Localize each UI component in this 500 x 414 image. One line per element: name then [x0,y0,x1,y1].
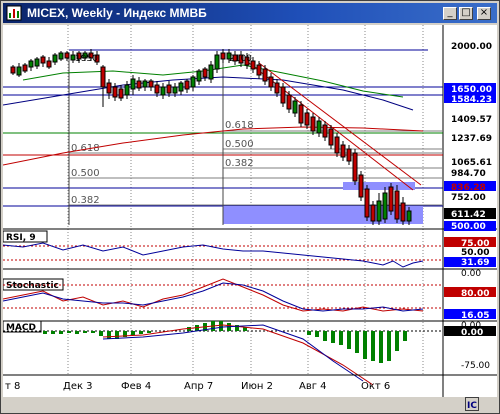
price-label: 1065.61 [451,158,492,168]
macd-panel[interactable]: MACD [3,320,497,386]
time-label: Июн 2 [241,381,273,392]
rsi-label: 0.00 [461,269,481,279]
time-label: т 8 [5,381,20,392]
macd-label: -75.00 [461,361,490,371]
fib-label: 0.618 [225,120,254,131]
time-label: Дек 3 [63,381,93,392]
stochastic-title: Stochastic [6,281,59,291]
fib-label: 0.500 [225,139,254,150]
title-bar[interactable]: MICEX, Weekly - Индекс ММВБ _ □ × [3,3,497,23]
time-axis: т 8 Дек 3 Фев 4 Апр 7 Июн 2 Авг 4 Окт 6 [5,381,390,392]
price-top-value: 2000.00 [451,42,492,52]
rsi-title: RSI, 9 [6,233,36,243]
scale-fix-icon[interactable]: IC [465,397,479,411]
price-label: 752.00 [451,193,486,203]
macd-title: MACD [6,323,36,333]
fib-label: 0.500 [71,168,100,179]
status-bar: IC [3,397,497,411]
chart-app-icon [6,5,22,21]
price-label: 1409.57 [451,115,492,125]
price-label: 500.00 [451,222,486,232]
rsi-value-label: 31.69 [461,258,489,268]
price-label: 1584.23 [451,95,492,105]
rsi-label: 75.00 [461,239,489,249]
minimize-button[interactable]: _ [443,7,457,20]
rsi-panel[interactable]: RSI, 9 75.00 50.00 31.69 0.00 [3,230,497,279]
price-axis: 2000.00 1650.00 1584.23 1409.57 1237.69 … [444,42,496,232]
svg-text:2100: 2100 [229,54,252,64]
price-label: 1237.69 [451,134,492,144]
svg-text:IC: IC [467,401,477,411]
stochastic-value-label: 16.05 [461,311,489,321]
resistance-zone [343,182,415,190]
rsi-label: 50.00 [461,248,489,258]
time-label: Авг 4 [299,381,327,392]
price-label: 836.28 [451,183,486,193]
window-title: MICEX, Weekly - Индекс ММВБ [27,6,207,20]
price-panel[interactable]: 0.618 0.500 0.382 0.618 0.500 0.382 [3,25,497,375]
charts-area[interactable]: 0.618 0.500 0.382 0.618 0.500 0.382 [3,25,497,397]
macd-label: 0.00 [461,328,483,338]
fib-label: 0.382 [225,158,254,169]
price-label: 1650.00 [451,85,492,95]
stochastic-label: 80.00 [461,289,489,299]
time-label: Окт 6 [361,381,390,392]
svg-text:1950: 1950 [75,54,98,64]
fib-label: 0.618 [71,143,100,154]
price-label: 984.70 [451,169,486,179]
close-button[interactable]: × [477,7,491,20]
candlesticks [10,49,412,225]
fib-label: 0.382 [71,195,100,206]
time-label: Фев 4 [121,381,151,392]
last-price-label: 611.42 [451,210,486,220]
maximize-button[interactable]: □ [459,7,473,20]
time-label: Апр 7 [184,381,213,392]
